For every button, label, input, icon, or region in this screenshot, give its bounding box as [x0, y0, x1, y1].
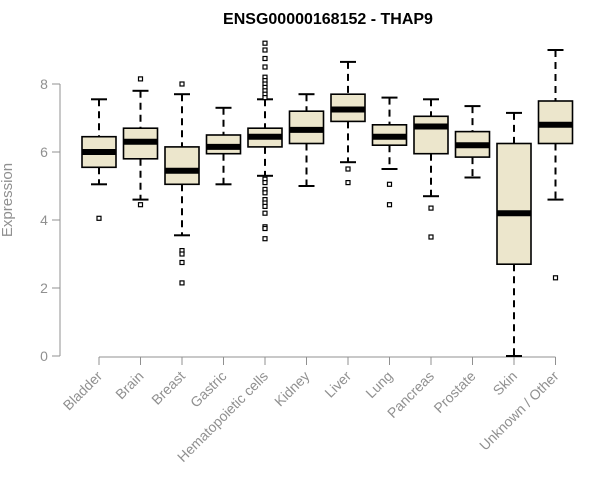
outlier-point	[262, 180, 268, 186]
outlier-point	[552, 275, 559, 281]
box	[413, 115, 449, 155]
outlier-point	[179, 280, 185, 286]
box-group	[496, 111, 532, 357]
outlier-point	[428, 205, 434, 211]
outlier-point	[262, 236, 268, 242]
y-tick-label: 0	[40, 348, 48, 364]
outlier-point	[179, 81, 185, 87]
x-tick-label: Liver	[321, 368, 354, 401]
x-tick-label: Brain	[112, 368, 146, 402]
outlier-point	[262, 64, 268, 70]
x-tick-label: Prostate	[430, 368, 478, 416]
box-group	[330, 60, 366, 186]
box-group	[164, 81, 200, 286]
y-axis: 0 2 4 6 8	[40, 76, 61, 364]
box-group	[288, 93, 325, 187]
outlier-point	[428, 234, 434, 240]
outlier-point	[345, 166, 351, 172]
outlier-point	[262, 210, 268, 216]
box-group	[122, 76, 159, 208]
x-tick-label: Breast	[148, 368, 188, 408]
outlier-point	[262, 203, 268, 209]
outlier-point	[262, 225, 268, 232]
outlier-point	[386, 202, 393, 208]
box-series	[81, 40, 574, 357]
outlier-point	[137, 76, 144, 82]
box-group	[454, 105, 491, 179]
outlier-point	[262, 94, 268, 101]
outlier-point	[179, 251, 185, 257]
x-tick-label: Lung	[362, 368, 395, 401]
y-tick-label: 8	[40, 76, 48, 92]
outlier-point	[179, 259, 185, 266]
outlier-point	[345, 180, 351, 186]
outlier-point	[262, 190, 268, 196]
y-axis-label: Expression	[0, 163, 16, 237]
outlier-point	[96, 215, 102, 221]
box	[496, 142, 532, 265]
outlier-point	[262, 47, 268, 53]
x-tick-label: Unknown / Other	[476, 368, 562, 454]
y-tick-label: 6	[40, 144, 48, 160]
chart-title: ENSG00000168152 - THAP9	[223, 11, 433, 28]
box-group	[205, 106, 242, 186]
box	[164, 146, 200, 186]
outlier-point	[137, 202, 144, 208]
box-group	[371, 96, 408, 208]
x-tick-label: Kidney	[271, 368, 313, 410]
box-group	[81, 98, 117, 221]
outlier-point	[262, 55, 268, 62]
y-tick-label: 2	[40, 280, 48, 296]
box-group	[413, 98, 449, 240]
outlier-point	[262, 40, 268, 46]
x-tick-label: Bladder	[60, 368, 106, 414]
outlier-point	[386, 181, 393, 187]
x-tick-label: Skin	[490, 368, 521, 399]
box-group	[247, 40, 283, 242]
y-tick-label: 4	[40, 212, 48, 228]
box-group	[537, 49, 574, 281]
